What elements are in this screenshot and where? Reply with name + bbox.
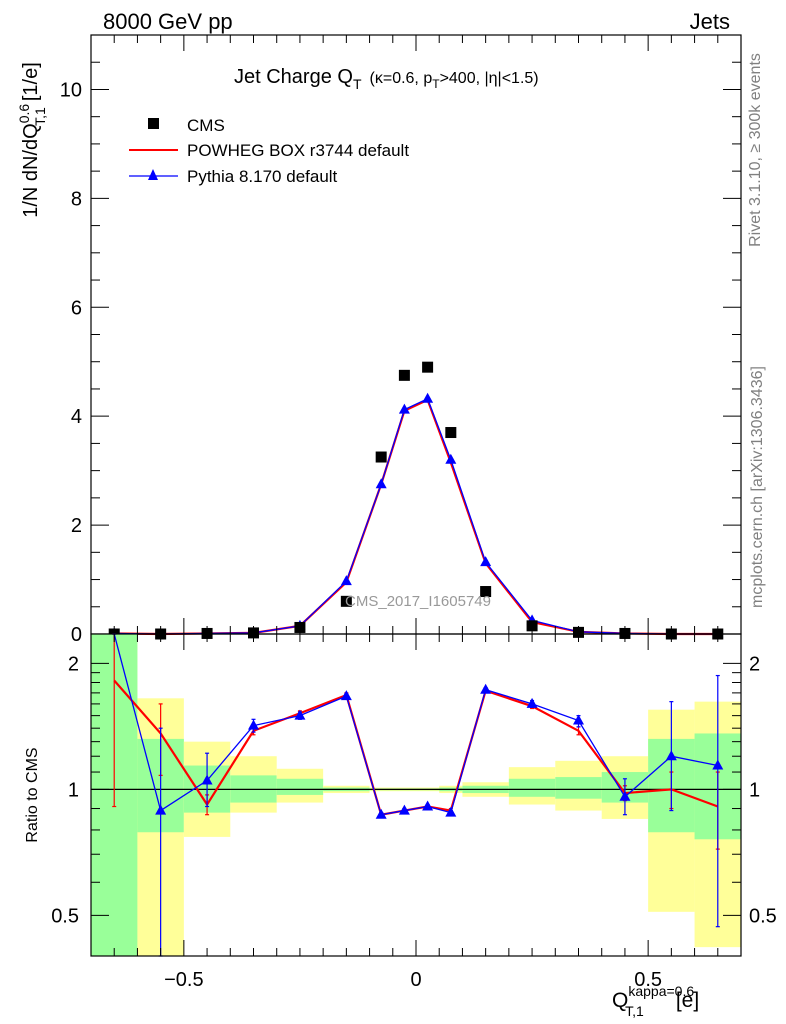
pythia-point [422, 392, 434, 403]
ratio-xtick-label: −0.5 [164, 969, 203, 991]
uncertainty-band-inner [555, 777, 602, 799]
pythia-ratio-point [398, 804, 410, 815]
main-ytick-label: 2 [71, 515, 82, 537]
pythia-point [398, 403, 410, 414]
cms-point [526, 620, 538, 632]
analysis-watermark: CMS_2017_I1605749 [345, 593, 491, 610]
main-ytick-label: 6 [71, 297, 82, 319]
rivet-label: Rivet 3.1.10, ≥ 300k events [747, 53, 764, 247]
pythia-point [375, 478, 387, 489]
ratio-panel: 0.5 0.5 1 1 2 2 −0.5 0 0.5 Ratio to CMS Qkappa=0… [24, 633, 777, 1019]
main-ylabel: 1/N dN/dQ0.6T,1[1/e] [16, 62, 48, 218]
pythia-ratio-point [155, 804, 167, 815]
pythia-ratio-point [445, 806, 457, 817]
pythia-ratio-point [248, 719, 259, 730]
pythia-ratio-point [294, 709, 306, 720]
pythia-ratio-point [573, 714, 584, 725]
legend-cms-marker [148, 118, 159, 129]
ratio-ticks: 0.5 0.5 1 1 2 2 −0.5 0 0.5 [51, 634, 777, 991]
legend-item-pythia: Pythia 8.170 default [129, 167, 338, 186]
pythia-point [480, 556, 492, 567]
uncertainty-band-inner [276, 778, 324, 795]
ratio-xtick-label: 0.5 [634, 969, 662, 991]
pythia-point [445, 453, 457, 464]
header-left: 8000 GeV pp [103, 9, 233, 34]
header-right: Jets [690, 9, 730, 34]
pythia-ratio-point [375, 808, 387, 819]
cms-point [340, 595, 352, 607]
ratio-xlabel: Qkappa=0.6 T,1 [e] [612, 983, 699, 1019]
cms-point [422, 361, 434, 373]
plot-title: Jet Charge QT (κ=0.6, pT>400, |η|<1.5) [234, 66, 539, 92]
cms-point [445, 427, 457, 439]
uncertainty-band-inner [508, 778, 556, 797]
pythia-ratio-point [422, 800, 434, 811]
legend-pythia-marker [148, 169, 158, 180]
pythia-ratio-point [712, 759, 724, 770]
ratio-ytick-label: 1 [68, 779, 79, 801]
ratio-ytick-label-right: 0.5 [749, 905, 777, 927]
pythia-ratio-point [665, 750, 677, 761]
pythia-ratio-point [201, 774, 213, 785]
main-ticks: 0 2 4 6 8 10 [60, 34, 742, 646]
main-ytick-label: 4 [71, 406, 82, 428]
ratio-ylabel: Ratio to CMS [24, 747, 41, 842]
pythia-point [340, 575, 352, 586]
legend-cms-label: CMS [187, 116, 225, 135]
cms-point [375, 451, 387, 463]
pythia-ratio-point [619, 790, 631, 801]
ratio-ytick-label: 2 [68, 653, 79, 675]
ratio-marks [91, 633, 741, 957]
legend-item-cms: CMS [148, 116, 225, 135]
mcplots-label: mcplots.cern.ch [arXiv:1306.3436] [749, 366, 766, 608]
ratio-ytick-label-right: 2 [749, 653, 760, 675]
main-panel: 0 2 4 6 8 10 Jet Charge QT (κ=0.6, pT>400, |η|… [16, 34, 742, 646]
pythia-ratio-point [340, 690, 352, 701]
pythia-ratio-point [480, 683, 492, 694]
cms-point [480, 586, 492, 598]
legend: CMS POWHEG BOX r3744 default Pythia 8.17… [129, 116, 409, 186]
ratio-ytick-label-right: 1 [749, 779, 760, 801]
ratio-ytick-label: 0.5 [51, 905, 79, 927]
legend-powheg-label: POWHEG BOX r3744 default [187, 141, 409, 160]
legend-item-powheg: POWHEG BOX r3744 default [129, 141, 409, 160]
main-ytick-label: 8 [71, 188, 82, 210]
legend-pythia-label: Pythia 8.170 default [187, 167, 338, 186]
main-ytick-label: 10 [60, 79, 82, 101]
pythia-ratio-line [113, 633, 718, 816]
cms-point [398, 369, 410, 381]
pythia-ratio-point [526, 697, 538, 708]
ratio-bands [91, 634, 741, 956]
main-ytick-label: 0 [71, 624, 82, 646]
ratio-xtick-label: 0 [410, 969, 421, 991]
